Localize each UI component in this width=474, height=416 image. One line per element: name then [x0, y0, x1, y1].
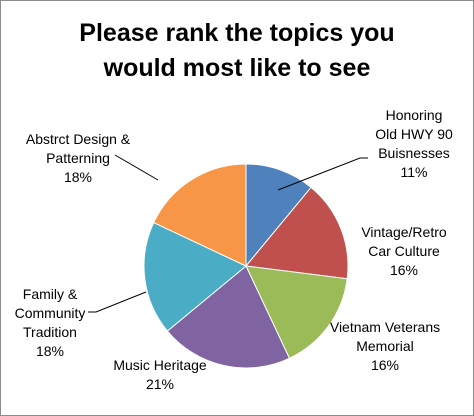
pie-slice-1 — [245, 163, 312, 268]
data-labels: Honoring Old HWY 90 Buisnesses 11% Vintage/R… — [15, 107, 453, 392]
pie-slices — [143, 163, 349, 369]
leader-line-1 — [277, 157, 368, 191]
data-label-text: Buisnesses — [378, 145, 450, 161]
data-label-text: Music Heritage — [113, 357, 207, 373]
data-label-text: Vintage/Retro — [361, 224, 447, 240]
data-label-text: Patterning — [46, 150, 110, 166]
data-label-4: Music Heritage 21% — [113, 357, 207, 392]
data-label-text: Family & — [23, 286, 78, 302]
data-label-text: Abstrct Design & — [26, 131, 131, 147]
leader-lines — [88, 154, 368, 313]
leader-line-2 — [114, 154, 159, 181]
data-label-5: Family & Community Tradition 18% — [15, 286, 86, 359]
pie-slice-2 — [245, 186, 349, 280]
data-label-value: 18% — [64, 169, 92, 185]
leader-line-3 — [88, 291, 147, 313]
data-label-text: Memorial — [356, 338, 414, 354]
data-label-text: Car Culture — [368, 243, 440, 259]
chart-title-line-1: Please rank the topics you — [79, 19, 395, 47]
data-label-6: Abstrct Design & Patterning 18% — [26, 131, 131, 185]
data-label-1: Honoring Old HWY 90 Buisnesses 11% — [375, 107, 453, 180]
pie-slice-6 — [153, 163, 247, 267]
data-label-text: Tradition — [23, 324, 77, 340]
pie-slice-5 — [143, 221, 247, 332]
chart-title-line-2: would most like to see — [103, 54, 371, 82]
data-label-text: Vietnam Veterans — [330, 319, 440, 335]
pie-slice-4 — [166, 265, 291, 369]
data-label-text: Community — [15, 305, 86, 321]
data-label-value: 21% — [146, 376, 174, 392]
data-label-text: Honoring — [386, 107, 443, 123]
pie-slice-3 — [245, 265, 348, 359]
data-label-value: 16% — [390, 262, 418, 278]
chart-title: Please rank the topics you would most li… — [0, 16, 474, 86]
data-label-value: 11% — [401, 164, 428, 180]
data-label-text: Old HWY 90 — [375, 126, 453, 142]
data-label-value: 18% — [36, 343, 64, 359]
data-label-2: Vintage/Retro Car Culture 16% — [361, 224, 447, 278]
data-label-value: 16% — [371, 357, 399, 373]
data-label-3: Vietnam Veterans Memorial 16% — [330, 319, 440, 373]
